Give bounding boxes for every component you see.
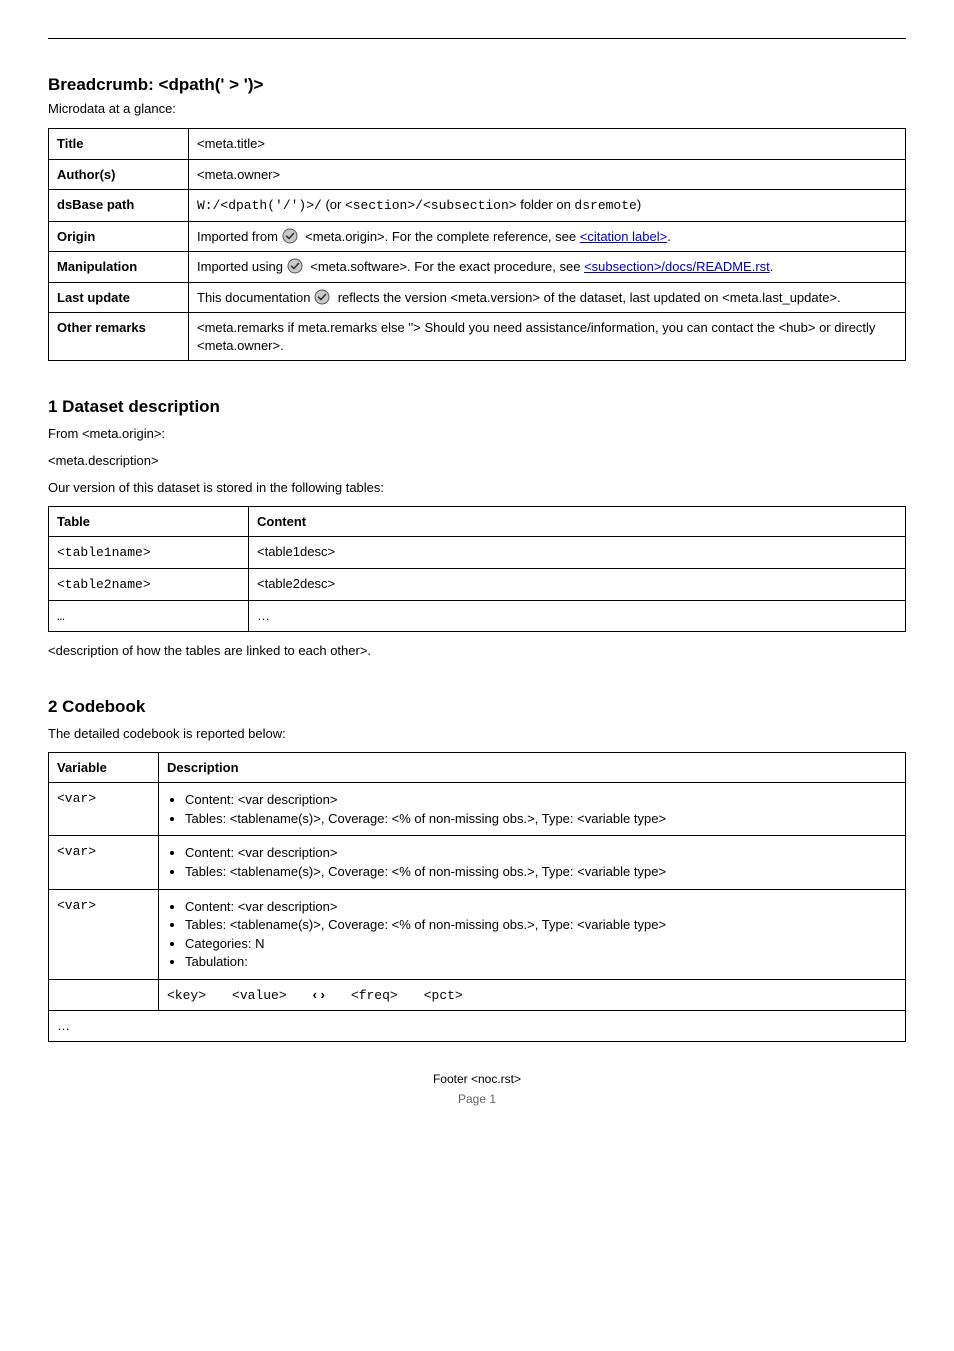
- chevron-icon: ‹ ›: [313, 987, 325, 1002]
- table-row: Author(s)<meta.owner>: [49, 159, 906, 190]
- table-content-cell: <table1desc>: [249, 537, 906, 569]
- header-rule: [48, 38, 906, 39]
- table-row: Other remarks<meta.remarks if meta.remar…: [49, 313, 906, 361]
- code-text: <var>: [57, 844, 96, 859]
- row-value: <meta.remarks if meta.remarks else ''> S…: [189, 313, 906, 361]
- dataset-desc-heading: 1 Dataset description: [48, 397, 906, 417]
- description-cell: Content: <var description>Tables: <table…: [159, 889, 906, 979]
- row-value: This documentation reflects the version …: [189, 282, 906, 313]
- list-item: Tables: <tablename(s)>, Coverage: <% of …: [185, 916, 897, 934]
- row-label: Last update: [49, 282, 189, 313]
- dataset-desc-p3: Our version of this dataset is stored in…: [48, 479, 906, 498]
- row-label: Other remarks: [49, 313, 189, 361]
- col-content: Content: [249, 506, 906, 537]
- row-value: W:/<dpath('/')>/ (or <section>/<subsecti…: [189, 190, 906, 222]
- list-item: Content: <var description>: [185, 898, 897, 916]
- tabulation-header-cell: <key> <value> ‹ › <freq> <pct>: [159, 979, 906, 1011]
- table-header-row: Variable Description: [49, 752, 906, 783]
- breadcrumb-title: Breadcrumb: <dpath(' > ')>: [48, 75, 906, 95]
- description-cell: Content: <var description>Tables: <table…: [159, 836, 906, 889]
- code-text: <value>: [232, 988, 287, 1003]
- code-text: <key>: [167, 988, 206, 1003]
- footer-page: Page 1: [48, 1092, 906, 1106]
- table-row: <var> Content: <var description>Tables: <…: [49, 889, 906, 979]
- reference-link[interactable]: <subsection>/docs/README.rst: [584, 259, 770, 274]
- row-label: Manipulation: [49, 252, 189, 283]
- row-label: Origin: [49, 221, 189, 252]
- variable-detail-list: Content: <var description>Tables: <table…: [185, 898, 897, 971]
- tabulation-header-row: <key> <value> ‹ › <freq> <pct>: [49, 979, 906, 1011]
- row-label: dsBase path: [49, 190, 189, 222]
- variable-detail-list: Content: <var description>Tables: <table…: [185, 844, 897, 880]
- list-item: Content: <var description>: [185, 844, 897, 862]
- col-description: Description: [159, 752, 906, 783]
- row-label: Title: [49, 129, 189, 160]
- table-header-row: Table Content: [49, 506, 906, 537]
- list-item: Categories: N: [185, 935, 897, 953]
- description-cell: Content: <var description>Tables: <table…: [159, 783, 906, 836]
- col-variable: Variable: [49, 752, 159, 783]
- table-row: <var> Content: <var description>Tables: <…: [49, 836, 906, 889]
- table-row: dsBase pathW:/<dpath('/')>/ (or <section…: [49, 190, 906, 222]
- code-text: <table2name>: [57, 577, 151, 592]
- table-content-cell: <table2desc>: [249, 569, 906, 601]
- glance-subtitle: Microdata at a glance:: [48, 101, 906, 116]
- dataset-desc-p1: From <meta.origin>:: [48, 425, 906, 444]
- codebook-lead: The detailed codebook is reported below:: [48, 725, 906, 744]
- row-value: Imported using <meta.software>. For the …: [189, 252, 906, 283]
- variable-detail-list: Content: <var description>Tables: <table…: [185, 791, 897, 827]
- glance-table: Title<meta.title>Author(s)<meta.owner>ds…: [48, 128, 906, 361]
- list-item: Tables: <tablename(s)>, Coverage: <% of …: [185, 810, 897, 828]
- row-value: <meta.owner>: [189, 159, 906, 190]
- table-row: ……: [49, 600, 906, 632]
- tabulation-dots-row: …: [49, 1011, 906, 1042]
- list-item: Content: <var description>: [185, 791, 897, 809]
- table-content-cell: …: [249, 600, 906, 632]
- footer-note: Footer <noc.rst>: [48, 1072, 906, 1086]
- code-text: <freq>: [351, 988, 398, 1003]
- tables-link-desc: <description of how the tables are linke…: [48, 642, 906, 661]
- check-icon: [282, 228, 298, 244]
- check-icon: [287, 258, 303, 274]
- table-row: Last updateThis documentation reflects t…: [49, 282, 906, 313]
- reference-link[interactable]: <citation label>: [580, 229, 667, 244]
- codebook-table: Variable Description <var> Content: <var …: [48, 752, 906, 1042]
- variable-cell: <var>: [49, 783, 159, 836]
- table-row: OriginImported from <meta.origin>. For t…: [49, 221, 906, 252]
- list-item: Tabulation:: [185, 953, 897, 971]
- table-row: Title<meta.title>: [49, 129, 906, 160]
- code-text: <table1name>: [57, 545, 151, 560]
- list-item: Tables: <tablename(s)>, Coverage: <% of …: [185, 863, 897, 881]
- document-page: Header <noc.rst> See <biblio.rst> Breadc…: [0, 0, 954, 1331]
- code-text: W:/<dpath('/')>/: [197, 198, 322, 213]
- variable-cell: <var>: [49, 836, 159, 889]
- table-row: <table2name> <table2desc>: [49, 569, 906, 601]
- codebook-heading: 2 Codebook: [48, 697, 906, 717]
- table-row: <table1name> <table1desc>: [49, 537, 906, 569]
- row-label: Author(s): [49, 159, 189, 190]
- table-name-cell: <table2name>: [49, 569, 249, 601]
- tables-table: Table Content <table1name><table1desc><t…: [48, 506, 906, 632]
- code-text: <pct>: [424, 988, 463, 1003]
- table-row: <var> Content: <var description>Tables: <…: [49, 783, 906, 836]
- code-text: dsremote: [574, 198, 636, 213]
- dataset-desc-p2: <meta.description>: [48, 452, 906, 471]
- table-row: ManipulationImported using <meta.softwar…: [49, 252, 906, 283]
- variable-cell: <var>: [49, 889, 159, 979]
- code-text: <section>/<subsection>: [345, 198, 517, 213]
- code-text: <var>: [57, 898, 96, 913]
- code-text: <var>: [57, 791, 96, 806]
- col-table: Table: [49, 506, 249, 537]
- table-name-cell: <table1name>: [49, 537, 249, 569]
- code-text: …: [57, 609, 65, 624]
- check-icon: [314, 289, 330, 305]
- table-name-cell: …: [49, 600, 249, 632]
- ellipsis-cell: …: [49, 1011, 906, 1042]
- empty-cell: [49, 979, 159, 1011]
- row-value: Imported from <meta.origin>. For the com…: [189, 221, 906, 252]
- row-value: <meta.title>: [189, 129, 906, 160]
